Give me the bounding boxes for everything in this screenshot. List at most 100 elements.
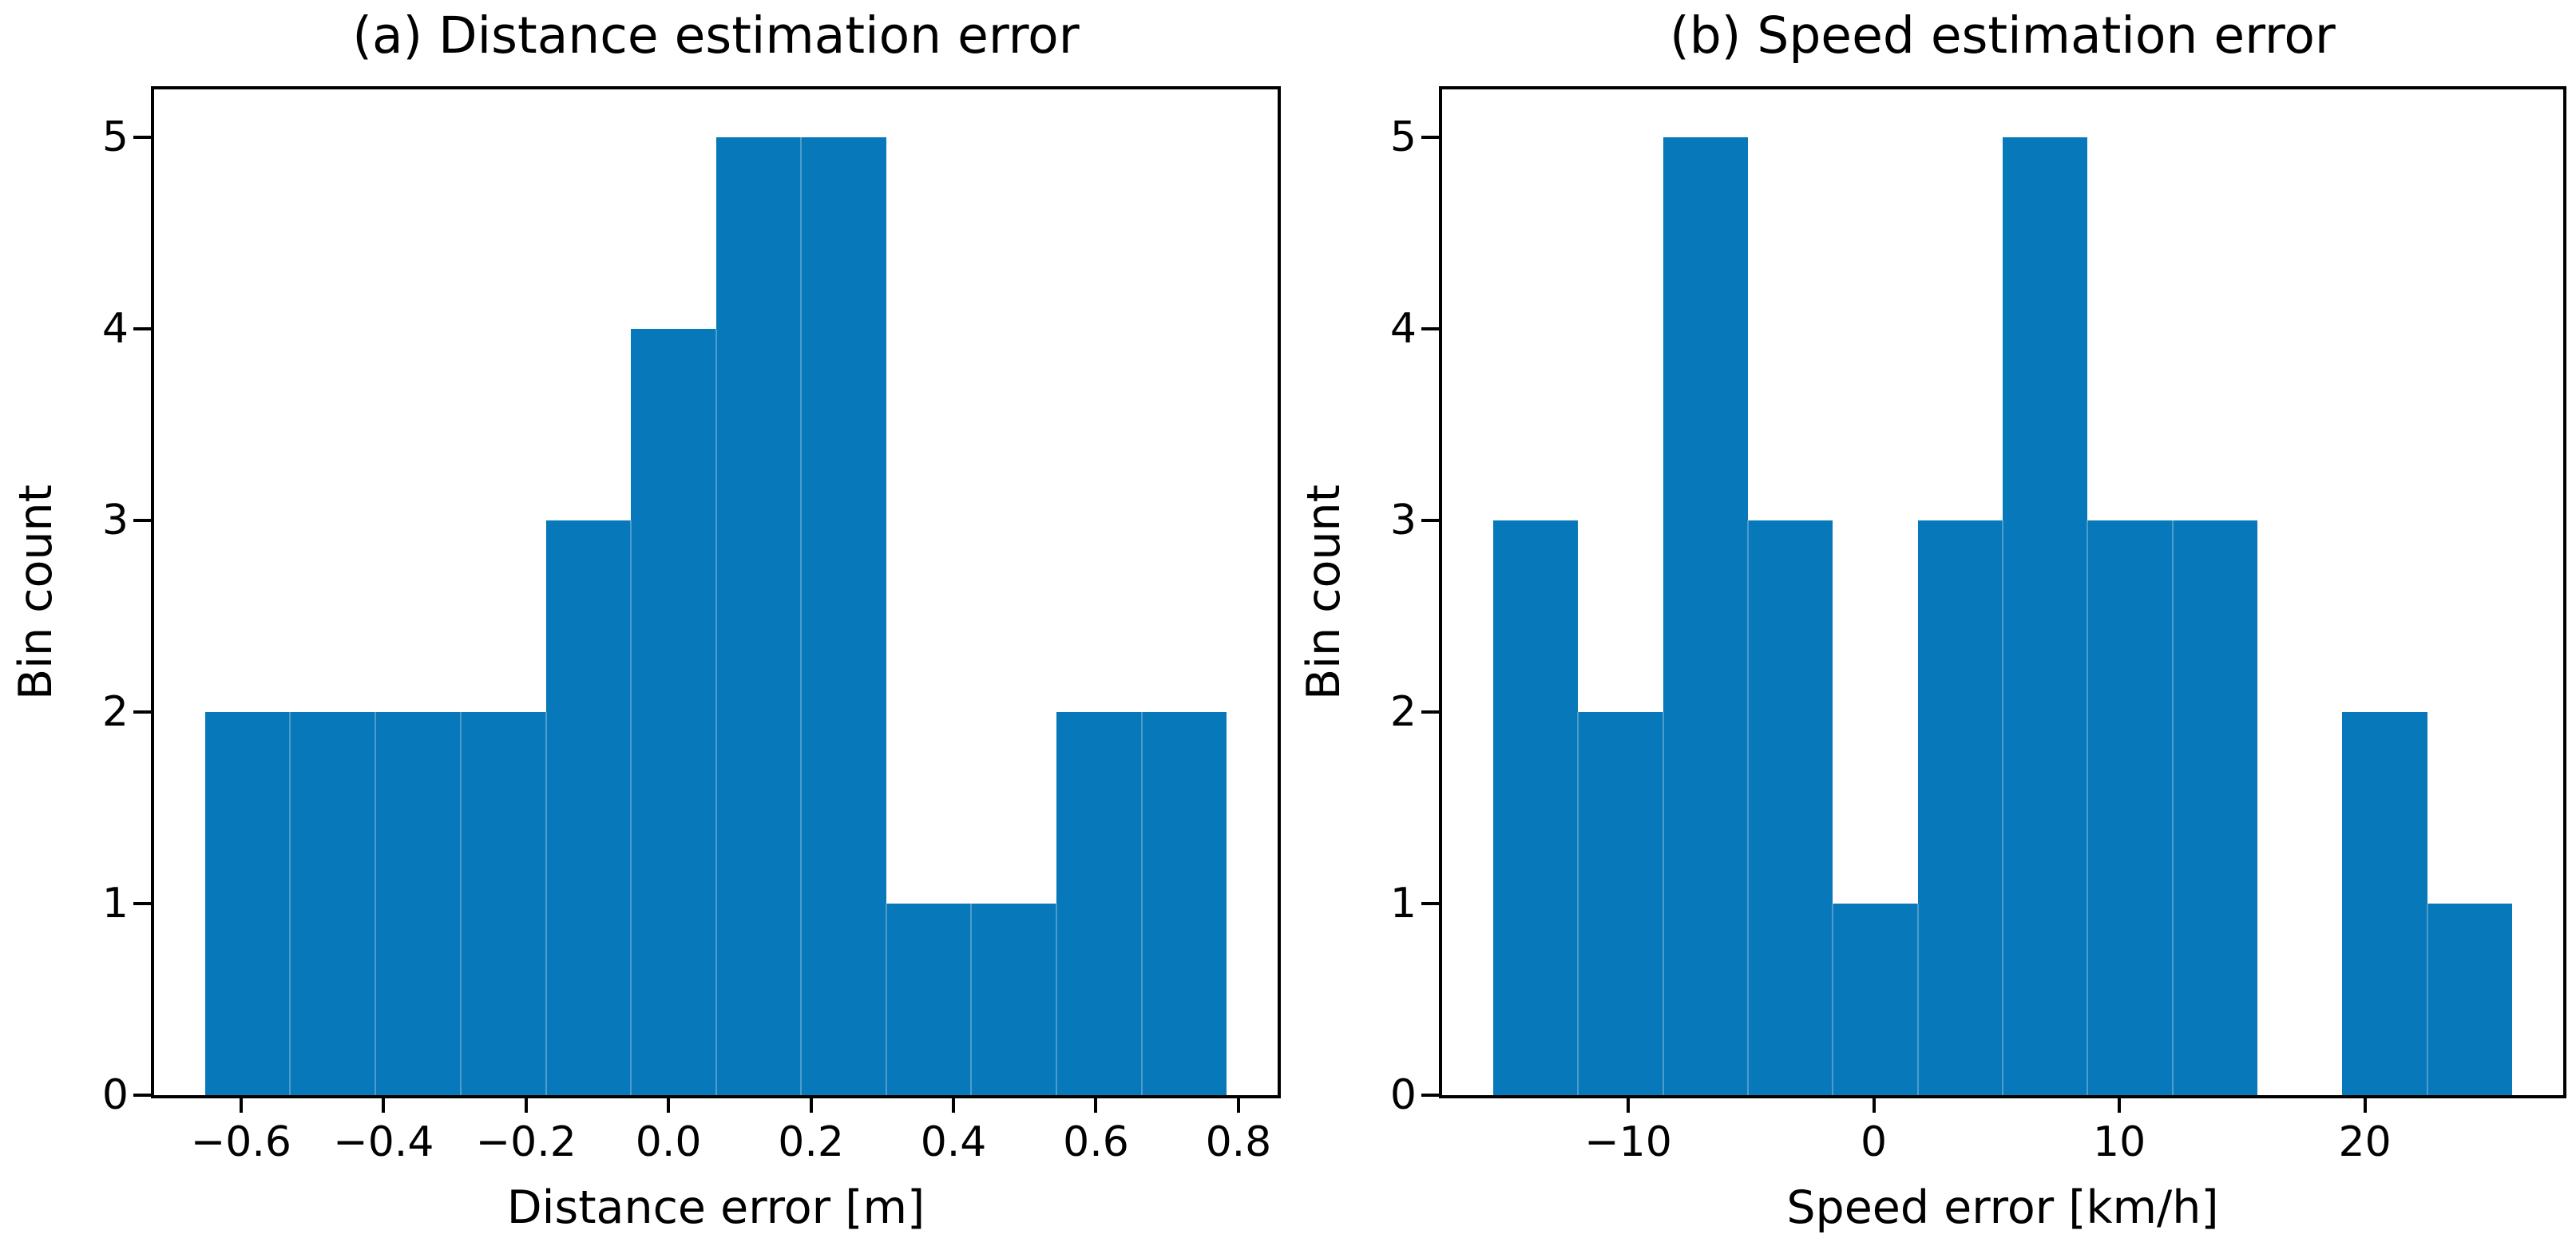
x-tick-label: 10 (2092, 1118, 2146, 1166)
bar-seam (1140, 712, 1143, 1095)
histogram-bar (715, 137, 802, 1095)
subplot-a-x-axis-label: Distance error [m] (506, 1181, 925, 1234)
y-tick-label: 2 (101, 688, 129, 736)
bar-seam (2002, 520, 2003, 1095)
histogram-bar (1056, 712, 1142, 1095)
x-tick (1626, 1095, 1630, 1113)
bar-seam (545, 712, 547, 1095)
y-tick-label: 3 (101, 496, 129, 544)
histogram-bar (1747, 520, 1833, 1095)
histogram-bar (1917, 520, 2003, 1095)
x-tick (809, 1095, 813, 1113)
bar-seam (886, 904, 888, 1095)
histogram-bar (1663, 137, 1748, 1095)
bar-seam (289, 712, 291, 1095)
subplot-a-title: (a) Distance estimation error (352, 6, 1080, 65)
bar-seam (629, 520, 632, 1095)
x-tick-label: 20 (2338, 1118, 2392, 1166)
histogram-bar (1578, 712, 1663, 1095)
y-tick-label: 5 (1389, 113, 1417, 161)
y-tick (133, 136, 151, 139)
x-tick-label: −0.4 (333, 1118, 434, 1166)
subplot-b-title: (b) Speed estimation error (1670, 6, 2336, 65)
x-tick-label: 0.0 (635, 1118, 702, 1166)
bar-seam (2426, 904, 2428, 1095)
bar-seam (715, 329, 717, 1095)
subplot-b-x-axis-label: Speed error [km/h] (1786, 1181, 2219, 1234)
y-tick-label: 4 (101, 305, 129, 353)
x-tick-label: −0.2 (475, 1118, 577, 1166)
x-tick (1872, 1095, 1876, 1113)
x-tick-label: −0.6 (190, 1118, 291, 1166)
y-tick (1421, 136, 1439, 139)
y-tick-label: 4 (1389, 305, 1417, 353)
y-tick (133, 1094, 151, 1097)
histogram-bar (630, 329, 716, 1095)
x-tick-label: −10 (1584, 1118, 1672, 1166)
subplot-b: (b) Speed estimation error Bin count −10… (1288, 0, 2576, 1254)
bar-seam (1662, 712, 1664, 1095)
bar-seam (1916, 904, 1919, 1095)
histogram-bar (801, 137, 887, 1095)
y-tick-label: 3 (1389, 496, 1417, 544)
y-tick (1421, 327, 1439, 330)
x-tick-label: 0.4 (920, 1118, 987, 1166)
bar-seam (459, 712, 462, 1095)
x-tick (1236, 1095, 1240, 1113)
histogram-bar (460, 712, 546, 1095)
y-tick-label: 2 (1389, 688, 1417, 736)
x-tick-label: 0.8 (1205, 1118, 1272, 1166)
histogram-bar (2172, 520, 2258, 1095)
x-tick-label: 0 (1860, 1118, 1888, 1166)
histogram-bar (1492, 520, 1579, 1095)
x-tick (1094, 1095, 1098, 1113)
subplot-a: (a) Distance estimation error Bin count … (10, 6, 1281, 1234)
histogram-bar (290, 712, 376, 1095)
x-tick (2363, 1095, 2367, 1113)
subplot-a-plot-area: −0.6 −0.4 −0.2 0.0 0.2 0.4 0.6 0.8 0 1 2 3 4 5 (102, 86, 1281, 1166)
bar-seam (1055, 904, 1057, 1095)
subplot-b-plot-area: −10 0 10 20 0 1 2 3 4 5 (1390, 86, 2566, 1166)
bar-seam (2087, 520, 2089, 1095)
bar-seam (1577, 712, 1579, 1095)
histogram-bar (545, 520, 631, 1095)
bar-seam (2171, 520, 2174, 1095)
y-tick (1421, 519, 1439, 522)
y-tick-label: 0 (101, 1071, 129, 1119)
y-tick (133, 327, 151, 330)
x-tick (2118, 1095, 2122, 1113)
y-tick (1421, 902, 1439, 905)
y-tick (1421, 710, 1439, 714)
x-tick (524, 1095, 528, 1113)
histogram-bar (375, 712, 461, 1095)
y-tick (1421, 1094, 1439, 1097)
histogram-bar (886, 904, 972, 1095)
histogram-bar (205, 712, 291, 1095)
x-tick (667, 1095, 671, 1113)
x-tick-label: 0.2 (778, 1118, 844, 1166)
y-tick (133, 519, 151, 522)
x-tick (382, 1095, 386, 1113)
y-tick (133, 710, 151, 714)
histogram-bar (2003, 137, 2088, 1095)
y-tick-label: 1 (101, 880, 129, 928)
bar-seam (970, 904, 973, 1095)
histogram-bar (2087, 520, 2173, 1095)
y-tick-label: 1 (1389, 880, 1417, 928)
bar-seam (800, 137, 803, 1095)
bar-seam (1746, 520, 1749, 1095)
x-tick-label: 0.6 (1063, 1118, 1129, 1166)
x-tick (952, 1095, 956, 1113)
y-tick-label: 0 (1389, 1071, 1417, 1119)
y-tick (133, 902, 151, 905)
histogram-bar (2427, 904, 2513, 1095)
x-tick (239, 1095, 243, 1113)
histogram-bar (971, 904, 1056, 1095)
bar-seam (375, 712, 377, 1095)
bar-seam (1832, 904, 1834, 1095)
histogram-bar (1141, 712, 1227, 1095)
histogram-bar (1833, 904, 1918, 1095)
y-tick-label: 5 (101, 113, 129, 161)
histogram-bar (2342, 712, 2427, 1095)
